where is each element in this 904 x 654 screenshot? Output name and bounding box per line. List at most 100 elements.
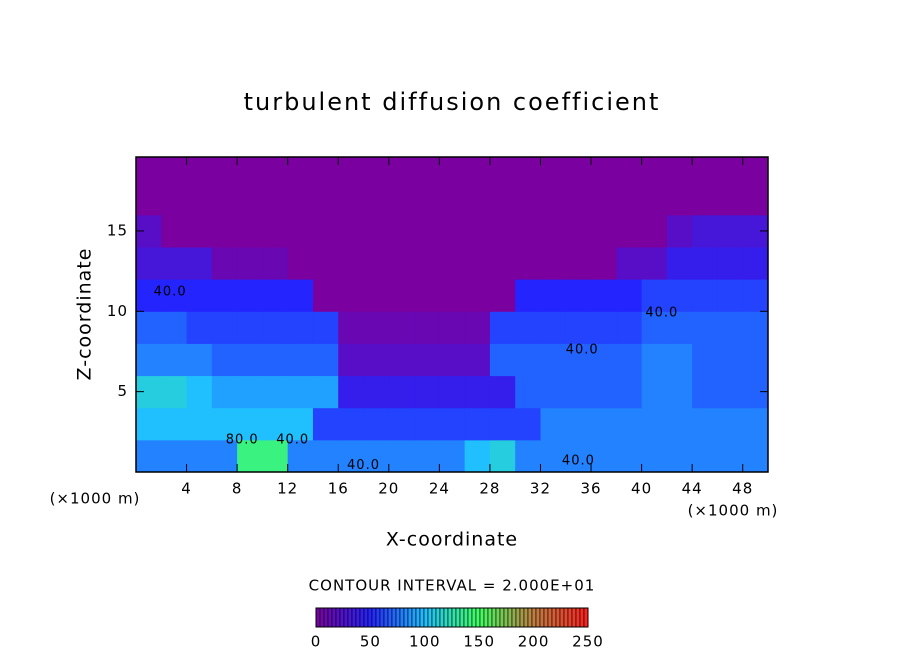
colorbar-step (567, 607, 573, 628)
field-cell (591, 407, 617, 441)
field-cell (692, 375, 718, 409)
field-cell (742, 343, 768, 377)
colorbar-step (571, 607, 577, 628)
field-cell (338, 157, 365, 184)
colorbar-step (535, 607, 541, 628)
field-cell (692, 407, 718, 441)
field-cell (237, 375, 263, 409)
field-cell (439, 182, 466, 216)
field-cell (312, 439, 339, 472)
field-cell (237, 214, 263, 248)
field-cell (591, 157, 617, 184)
colorbar-step (455, 607, 461, 628)
field-cell (641, 182, 668, 216)
field-cell (161, 343, 188, 377)
field-cell (717, 182, 744, 216)
y-tick-label: 5 (117, 382, 128, 400)
field-cell (161, 214, 188, 248)
chart-title: turbulent diffusion coefficient (244, 88, 661, 116)
field-cell (414, 157, 440, 184)
field-cell (717, 214, 744, 248)
field-cell (641, 247, 668, 280)
field-cell (161, 247, 188, 280)
field-cell (666, 247, 693, 280)
field-cell (540, 407, 567, 441)
colorbar-frame (315, 607, 589, 628)
field-cell (388, 214, 415, 248)
field-cell (287, 182, 314, 216)
field-cell (237, 343, 263, 377)
field-cell (211, 375, 238, 409)
field-cell (414, 311, 440, 344)
field-cell (489, 279, 516, 312)
colorbar-step (443, 607, 449, 628)
colorbar-step (531, 607, 537, 628)
field-cell (363, 439, 390, 472)
field-cell (742, 279, 768, 312)
x-tick-label: 40 (631, 480, 652, 498)
field-cell (717, 279, 744, 312)
field-cell (591, 182, 617, 216)
field-cell (666, 214, 693, 248)
field-cell (565, 182, 592, 216)
x-tick-label: 24 (429, 480, 450, 498)
colorbar-step (575, 607, 581, 628)
x-unit-label: (×1000 m) (688, 502, 779, 520)
colorbar-step (327, 607, 333, 628)
field-cell (515, 247, 541, 280)
field-cell (616, 182, 643, 216)
field-cell (363, 247, 390, 280)
field-cell (338, 279, 365, 312)
field-cell (666, 343, 693, 377)
colorbar-step (583, 607, 589, 628)
colorbar-step (423, 607, 429, 628)
field-cell (717, 439, 744, 472)
field-cell (312, 182, 339, 216)
colorbar-step (503, 607, 509, 628)
field-cell (388, 247, 415, 280)
field-cell (439, 214, 466, 248)
field-cell (161, 182, 188, 216)
field-cell (717, 247, 744, 280)
field-cell (211, 439, 238, 472)
field-cell (692, 214, 718, 248)
field-cell (211, 157, 238, 184)
field-cell (565, 375, 592, 409)
colorbar-step (467, 607, 473, 628)
field-cell (161, 439, 188, 472)
field-cell (186, 279, 213, 312)
field-cell (136, 311, 162, 344)
field-cell (742, 407, 768, 441)
field-cell (692, 157, 718, 184)
colorbar-step (411, 607, 417, 628)
field-cell (287, 407, 314, 441)
x-tick-label: 32 (530, 480, 551, 498)
colorbar-step (395, 607, 401, 628)
field-cell (439, 439, 466, 472)
field-cell (692, 182, 718, 216)
field-cell (565, 247, 592, 280)
field-cell (489, 182, 516, 216)
field-cell (338, 343, 365, 377)
field-cell (388, 343, 415, 377)
field-cell (692, 311, 718, 344)
colorbar-step (343, 607, 349, 628)
x-tick-label: 8 (232, 480, 243, 498)
x-tick-label: 44 (682, 480, 703, 498)
field-cell (211, 214, 238, 248)
colorbar-step (367, 607, 373, 628)
field-cell (237, 407, 263, 441)
field-cell (464, 247, 491, 280)
field-cell (742, 311, 768, 344)
field-cell (237, 439, 263, 472)
field-cell (388, 439, 415, 472)
field-cell (363, 157, 390, 184)
field-cell (439, 343, 466, 377)
colorbar-step (519, 607, 525, 628)
field-cell (717, 311, 744, 344)
field-cell (439, 311, 466, 344)
field-cell (363, 214, 390, 248)
field-cell (666, 311, 693, 344)
field-cell (540, 311, 567, 344)
field-cell (540, 157, 567, 184)
